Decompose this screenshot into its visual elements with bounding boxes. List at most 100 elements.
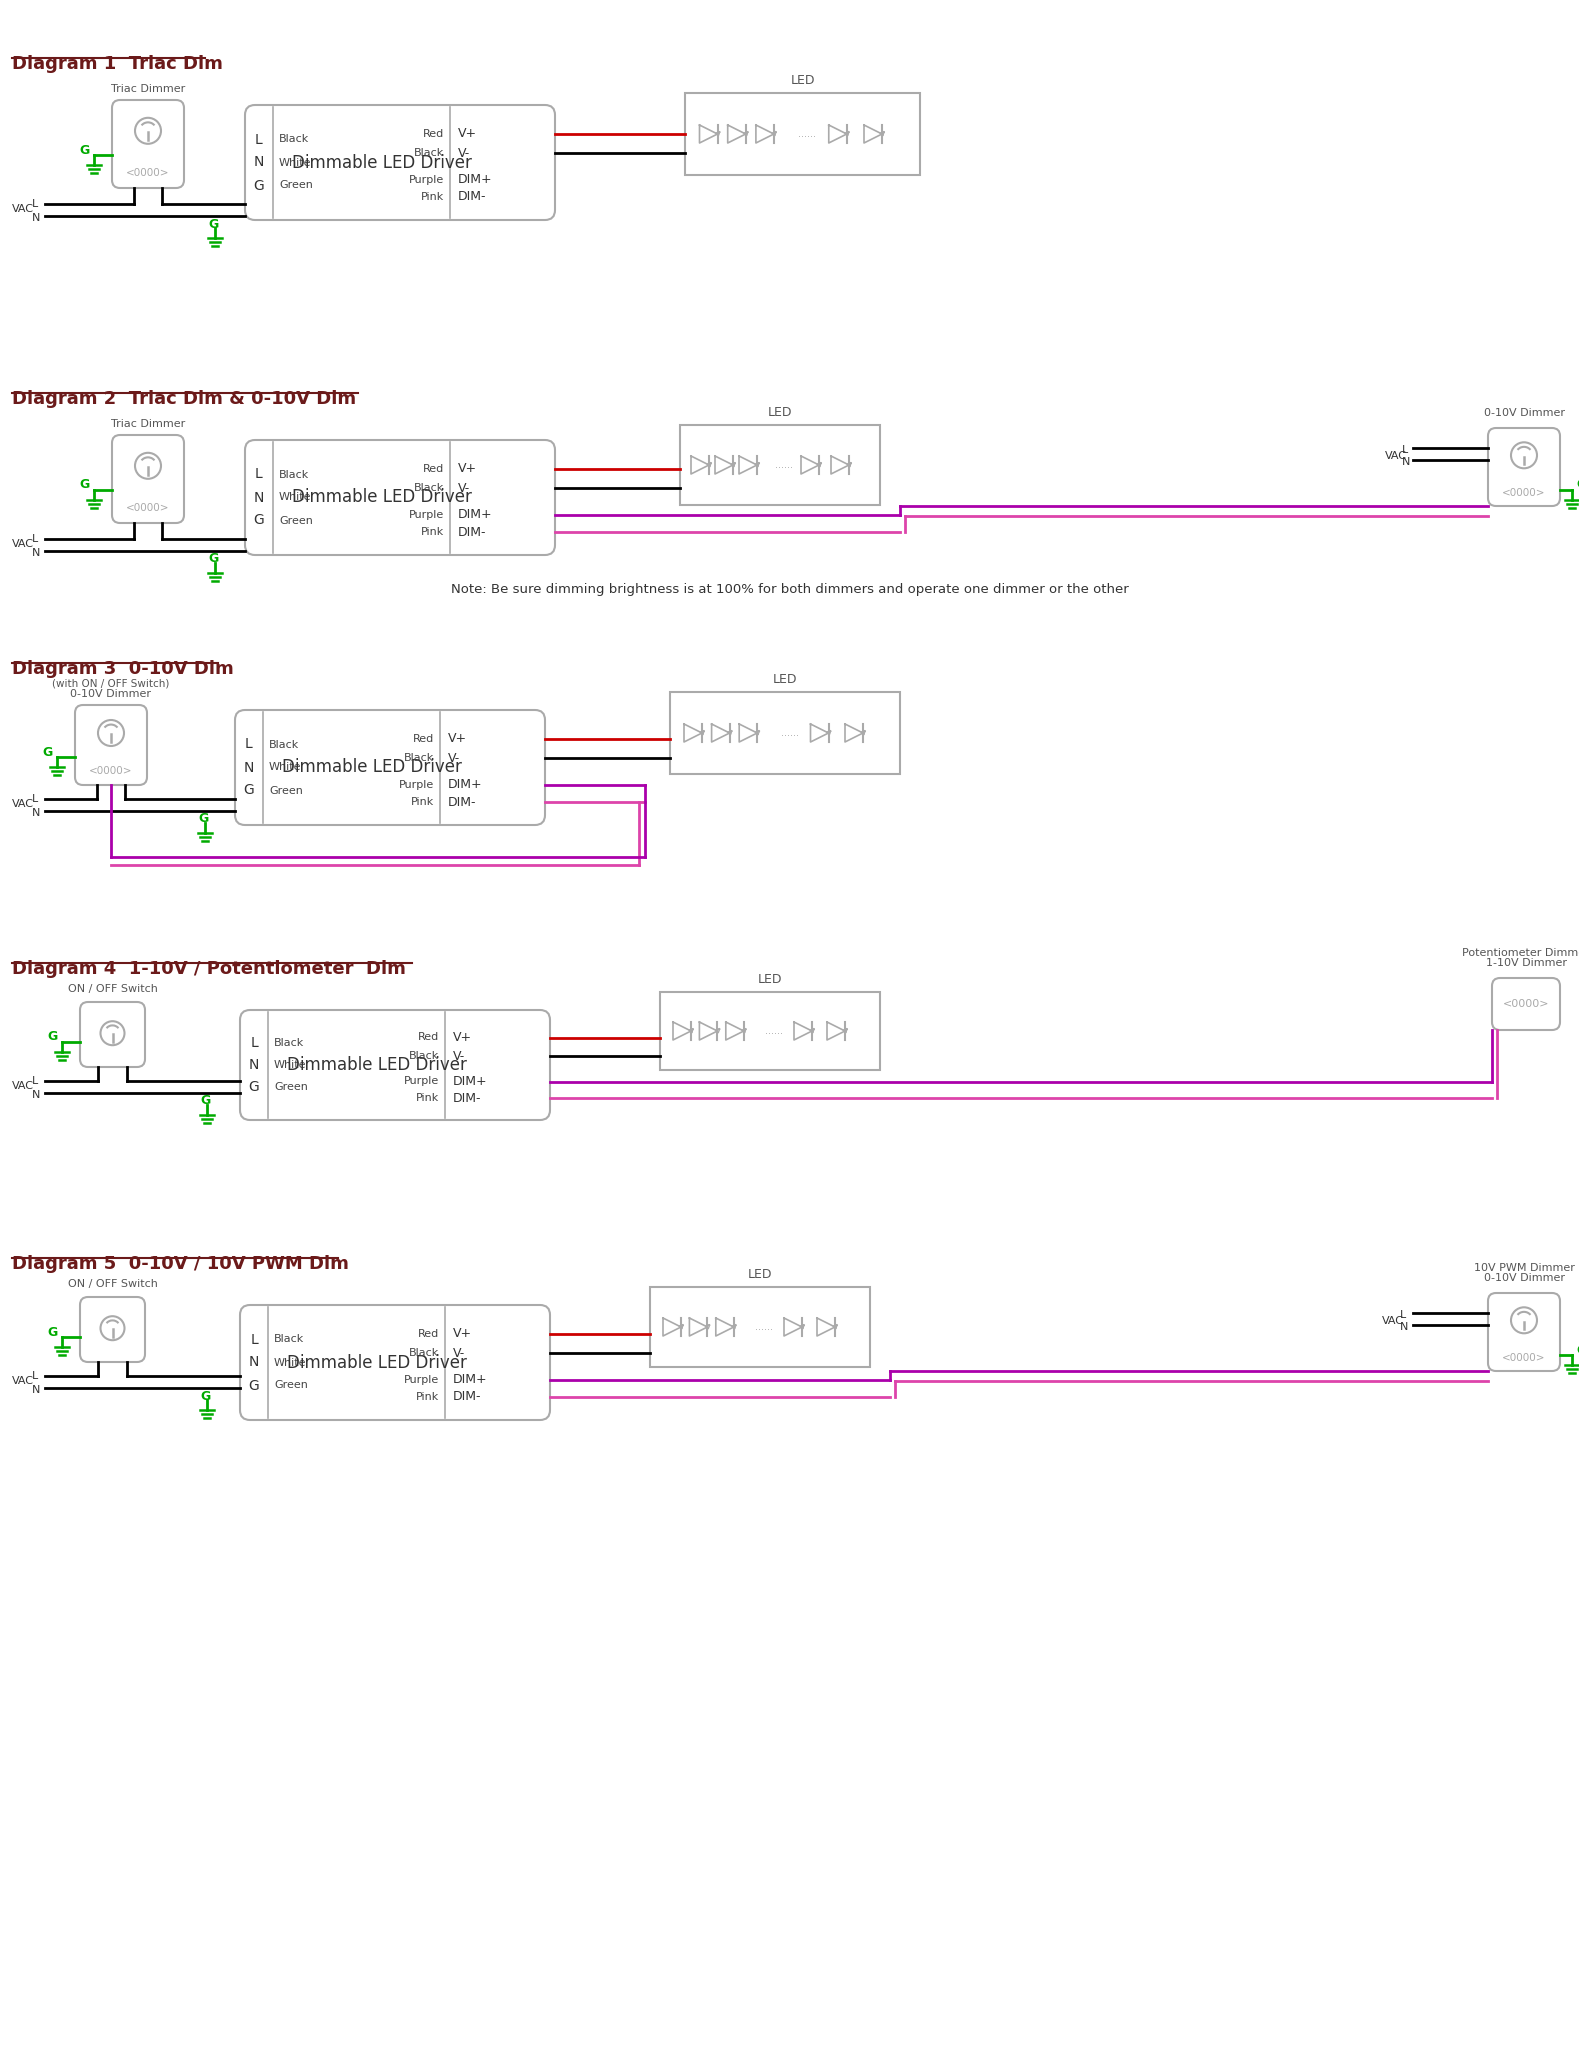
Text: Black: Black <box>404 754 434 762</box>
FancyBboxPatch shape <box>1492 977 1560 1031</box>
Text: Red: Red <box>418 1328 439 1339</box>
Text: ......: ...... <box>755 1322 774 1333</box>
Text: L: L <box>256 132 262 147</box>
Text: L: L <box>32 1076 38 1087</box>
Text: Red: Red <box>423 463 444 473</box>
Text: N: N <box>32 1091 41 1099</box>
Text: G: G <box>47 1031 58 1043</box>
Text: V+: V+ <box>458 128 477 140</box>
Text: LED: LED <box>772 674 797 686</box>
Text: 1-10V Dimmer: 1-10V Dimmer <box>1486 959 1566 969</box>
Text: Green: Green <box>268 785 303 795</box>
Text: G: G <box>208 552 218 566</box>
Text: G: G <box>248 1378 259 1392</box>
Text: Note: Be sure dimming brightness is at 100% for both dimmers and operate one dim: Note: Be sure dimming brightness is at 1… <box>452 583 1129 597</box>
Text: 0-10V Dimmer: 0-10V Dimmer <box>71 688 152 698</box>
Text: Black: Black <box>275 1037 305 1047</box>
Text: Purple: Purple <box>409 510 444 521</box>
Text: V-: V- <box>453 1050 466 1062</box>
Text: (with ON / OFF Switch): (with ON / OFF Switch) <box>52 678 169 688</box>
Text: G: G <box>43 746 54 758</box>
FancyBboxPatch shape <box>235 711 545 824</box>
Text: L: L <box>245 738 253 752</box>
Text: V+: V+ <box>458 463 477 475</box>
Text: Black: Black <box>275 1335 305 1345</box>
Text: Black: Black <box>279 134 309 145</box>
Text: G: G <box>201 1095 210 1107</box>
Text: ON / OFF Switch: ON / OFF Switch <box>68 983 158 994</box>
Text: G: G <box>243 783 254 797</box>
Text: Green: Green <box>279 516 313 525</box>
Text: DIM-: DIM- <box>458 525 486 539</box>
Text: VAC: VAC <box>13 1081 35 1091</box>
Text: N: N <box>1401 1322 1408 1333</box>
Text: N: N <box>32 213 41 223</box>
Text: Dimmable LED Driver: Dimmable LED Driver <box>281 758 461 777</box>
Text: G: G <box>208 217 218 231</box>
FancyBboxPatch shape <box>112 99 185 188</box>
Text: Green: Green <box>275 1083 308 1093</box>
Text: V-: V- <box>453 1347 466 1359</box>
Text: L: L <box>249 1035 257 1050</box>
Text: L: L <box>256 467 262 481</box>
Text: Diagram 4  1-10V / Potentiometer  Dim: Diagram 4 1-10V / Potentiometer Dim <box>13 961 406 977</box>
Text: Black: Black <box>414 149 444 159</box>
Text: N: N <box>254 490 264 504</box>
Text: V-: V- <box>458 147 471 159</box>
Text: White: White <box>275 1060 306 1070</box>
Text: G: G <box>81 479 90 492</box>
Text: L: L <box>32 1372 38 1380</box>
Text: ......: ...... <box>780 727 799 738</box>
Text: Black: Black <box>409 1349 439 1357</box>
Text: <0000>: <0000> <box>1502 488 1546 498</box>
Text: VAC: VAC <box>1382 1316 1404 1326</box>
Text: Purple: Purple <box>404 1076 439 1087</box>
Text: Pink: Pink <box>415 1392 439 1403</box>
Text: ON / OFF Switch: ON / OFF Switch <box>68 1279 158 1289</box>
Text: Pink: Pink <box>420 527 444 537</box>
Bar <box>681 426 880 504</box>
Text: <0000>: <0000> <box>126 167 171 178</box>
Text: Pink: Pink <box>415 1093 439 1103</box>
Text: Black: Black <box>414 483 444 494</box>
Text: Purple: Purple <box>399 779 434 789</box>
Text: White: White <box>268 762 302 773</box>
Text: V+: V+ <box>453 1031 472 1043</box>
Text: G: G <box>197 812 208 826</box>
Text: L: L <box>1402 444 1408 455</box>
Text: V+: V+ <box>453 1326 472 1341</box>
Text: Diagram 1  Triac Dim: Diagram 1 Triac Dim <box>13 56 223 72</box>
Text: DIM-: DIM- <box>458 190 486 202</box>
Text: LED: LED <box>748 1269 772 1281</box>
Text: V-: V- <box>458 481 471 494</box>
Text: Pink: Pink <box>411 797 434 808</box>
Text: Red: Red <box>412 733 434 744</box>
Text: Potentiometer Dimmer: Potentiometer Dimmer <box>1462 948 1579 959</box>
Bar <box>685 93 921 176</box>
Text: 10V PWM Dimmer: 10V PWM Dimmer <box>1473 1262 1574 1273</box>
Text: Green: Green <box>279 180 313 190</box>
FancyBboxPatch shape <box>1487 1293 1560 1372</box>
Text: N: N <box>243 760 254 775</box>
Text: N: N <box>249 1058 259 1072</box>
Text: <0000>: <0000> <box>1503 1000 1549 1008</box>
FancyBboxPatch shape <box>245 105 554 219</box>
Bar <box>651 1287 870 1368</box>
Text: Dimmable LED Driver: Dimmable LED Driver <box>286 1056 466 1074</box>
Text: <0000>: <0000> <box>1502 1353 1546 1364</box>
Text: N: N <box>249 1355 259 1370</box>
Text: N: N <box>254 155 264 169</box>
Text: Dimmable LED Driver: Dimmable LED Driver <box>292 153 472 171</box>
FancyBboxPatch shape <box>240 1306 549 1419</box>
Text: Purple: Purple <box>404 1374 439 1384</box>
Text: White: White <box>279 157 311 167</box>
FancyBboxPatch shape <box>240 1010 549 1120</box>
Text: Green: Green <box>275 1380 308 1390</box>
Text: Black: Black <box>279 469 309 479</box>
Text: DIM+: DIM+ <box>458 508 493 521</box>
Text: L: L <box>32 198 38 209</box>
Text: N: N <box>1402 457 1410 467</box>
Text: Diagram 5  0-10V / 10V PWM Dim: Diagram 5 0-10V / 10V PWM Dim <box>13 1254 349 1273</box>
Text: ......: ...... <box>766 1027 783 1035</box>
Text: G: G <box>248 1081 259 1095</box>
